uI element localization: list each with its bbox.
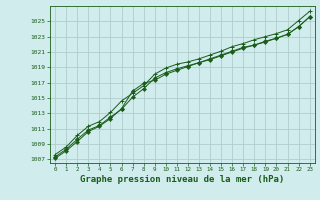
X-axis label: Graphe pression niveau de la mer (hPa): Graphe pression niveau de la mer (hPa) — [80, 175, 284, 184]
